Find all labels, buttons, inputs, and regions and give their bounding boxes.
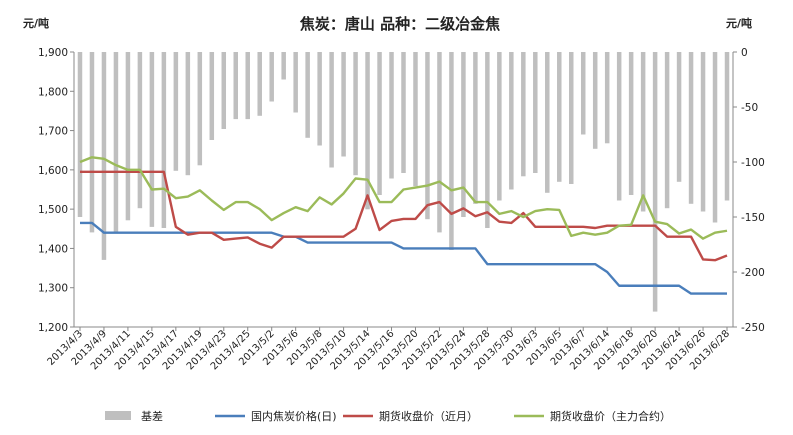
bar-basis-2013/5/30: [509, 52, 514, 190]
bar-basis-2013/4/9: [101, 52, 107, 260]
right-axis-unit: 元/吨: [726, 16, 752, 30]
chart-title: 焦炭：唐山 品种：二级冶金焦: [299, 15, 500, 33]
price-lines: [79, 156, 728, 295]
bar-basis-2013/4/24: [233, 52, 238, 120]
bar-basis-2013/4/22: [209, 52, 215, 140]
bar-basis-2013/5/9: [329, 52, 334, 168]
bar-basis-2013/5/22: [437, 52, 442, 233]
bar-basis-2013/6/6: [569, 52, 574, 184]
bar-basis-2013/6/28: [724, 52, 730, 201]
bar-basis-2013/4/26: [257, 52, 262, 116]
line-series-3: [79, 156, 728, 240]
bar-basis-2013/5/24: [461, 52, 466, 217]
bar-basis-2013/5/28: [485, 52, 490, 228]
bar-basis-2013/5/8: [317, 52, 322, 146]
bar-basis-2013/5/27: [473, 52, 478, 204]
bar-basis-2013/5/7: [305, 52, 310, 138]
bar-basis-2013/5/21: [425, 52, 430, 220]
left-tick-label: 1,200: [38, 322, 68, 334]
right-axis-ticks: -250 -200 -150 -100 -50 0: [733, 47, 765, 334]
left-tick-label: 1,500: [38, 204, 68, 216]
right-tick-label: -150: [741, 212, 765, 224]
bar-basis-2013/6/13: [592, 52, 598, 149]
bar-basis-2013/5/23: [449, 52, 454, 250]
bar-basis-2013/4/25: [245, 52, 250, 120]
axes: [73, 52, 734, 328]
x-axis-ticks: 2013/4/32013/4/92013/4/112013/4/152013/4…: [46, 327, 732, 372]
left-tick-label: 1,600: [38, 165, 68, 177]
bar-basis-2013/5/3: [281, 52, 286, 80]
bar-basis-2013/4/12: [137, 52, 143, 209]
left-tick-label: 1,800: [38, 86, 68, 98]
bar-basis-2013/6/21: [664, 52, 670, 209]
bar-basis-2013/6/3: [533, 52, 538, 173]
bar-basis-2013/6/26: [700, 52, 706, 212]
bar-basis-2013/5/20: [413, 52, 418, 187]
legend-swatch-basis: [105, 411, 131, 420]
legend-label-0: 基差: [141, 409, 163, 423]
bar-basis-2013/6/4: [545, 52, 550, 193]
bar-basis-2013/5/15: [377, 52, 382, 195]
line-series-1: [79, 221, 728, 295]
basis-bars: [77, 52, 730, 312]
left-axis-unit: 元/吨: [23, 16, 49, 30]
bar-basis-2013/4/23: [221, 52, 227, 129]
bar-basis-2013/5/6: [293, 52, 298, 113]
bar-basis-2013/6/19: [640, 52, 646, 212]
bar-basis-2013/4/16: [161, 52, 167, 228]
bar-basis-2013/6/17: [616, 52, 622, 201]
bar-basis-2013/4/11: [125, 52, 131, 221]
bar-basis-2013/5/2: [269, 52, 274, 102]
bar-basis-2013/5/31: [521, 52, 526, 177]
left-tick-label: 1,300: [38, 283, 68, 295]
legend-label-3: 期货收盘价（主力合约）: [550, 409, 671, 423]
right-tick-label: -250: [741, 322, 765, 334]
bar-basis-2013/4/10: [113, 52, 119, 234]
left-tick-label: 1,900: [38, 47, 68, 59]
bar-basis-2013/6/7: [580, 52, 586, 135]
bar-basis-2013/4/17: [173, 52, 179, 171]
bar-basis-2013/5/10: [341, 52, 346, 157]
bar-basis-2013/6/24: [676, 52, 682, 182]
bar-basis-2013/4/19: [197, 52, 203, 166]
left-tick-label: 1,400: [38, 243, 68, 255]
bar-basis-2013/6/14: [604, 52, 610, 144]
bar-basis-2013/6/18: [628, 52, 634, 195]
bar-basis-2013/6/5: [557, 52, 562, 182]
legend-label-2: 期货收盘价（近月）: [379, 409, 478, 423]
bar-basis-2013/5/16: [389, 52, 394, 179]
right-tick-label: -50: [741, 102, 758, 114]
left-tick-label: 1,700: [38, 126, 68, 138]
bar-basis-2013/4/15: [149, 52, 155, 227]
bar-basis-2013/4/3: [77, 52, 83, 217]
bar-basis-2013/5/14: [365, 52, 370, 210]
legend-label-1: 国内焦炭价格(日): [251, 409, 337, 423]
bar-basis-2013/5/17: [401, 52, 406, 173]
right-tick-label: 0: [741, 47, 748, 59]
right-tick-label: -200: [741, 267, 765, 279]
bar-basis-2013/4/8: [89, 52, 95, 233]
legend: 基差 国内焦炭价格(日) 期货收盘价（近月） 期货收盘价（主力合约）: [105, 409, 671, 423]
bar-basis-2013/6/25: [688, 52, 694, 204]
bar-basis-2013/5/29: [497, 52, 502, 201]
left-axis-ticks: 1,200 1,300 1,400 1,500 1,600 1,700 1,800 1,900: [38, 47, 74, 334]
bar-basis-2013/5/13: [353, 52, 358, 176]
bar-basis-2013/6/27: [712, 52, 718, 223]
right-tick-label: -100: [741, 157, 765, 169]
bar-basis-2013/4/18: [185, 52, 191, 176]
bar-basis-2013/6/20: [652, 52, 658, 312]
